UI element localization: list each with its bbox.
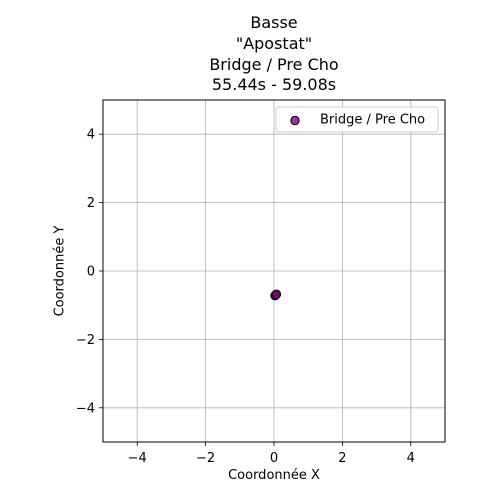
legend-label: Bridge / Pre Cho: [320, 113, 425, 128]
title-line-song: "Apostat": [235, 34, 313, 53]
x-tick-label: −4: [128, 451, 147, 466]
legend-marker: [290, 115, 300, 126]
x-tick-label: 0: [270, 451, 278, 466]
y-tick-label: 4: [87, 128, 95, 143]
x-tick-label: 4: [407, 451, 415, 466]
title-line-instrument: Basse: [250, 13, 298, 32]
title-line-timerange: 55.44s - 59.08s: [211, 75, 337, 94]
legend-box: [275, 106, 439, 133]
y-tick-label: −2: [76, 333, 95, 348]
title-line-section: Bridge / Pre Cho: [209, 55, 339, 74]
scatter-point: [271, 289, 282, 299]
x-tick-label: −2: [196, 451, 215, 466]
y-axis-label: Coordonnée Y: [52, 225, 68, 317]
y-tick-label: 0: [87, 265, 95, 280]
y-tick-label: 2: [87, 196, 95, 211]
x-axis-label: Coordonnée X: [228, 468, 320, 483]
axes-frame: [102, 99, 446, 443]
y-tick-label: −4: [76, 401, 95, 416]
x-tick-label: 2: [338, 451, 346, 466]
